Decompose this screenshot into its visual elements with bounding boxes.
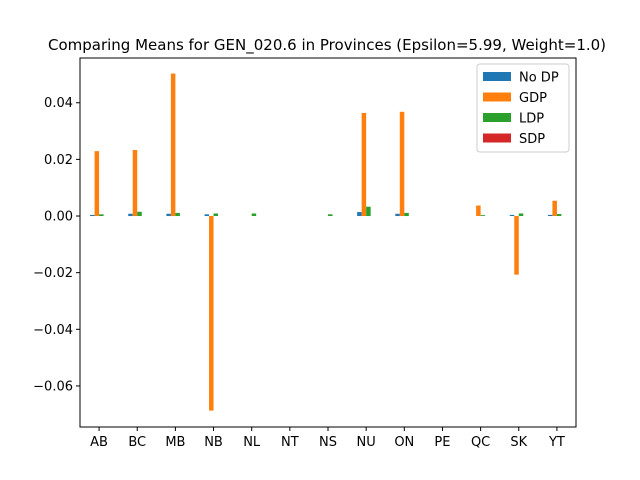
- x-tick-label: ON: [394, 435, 414, 450]
- x-tick-label: QC: [471, 435, 490, 450]
- legend-label: No DP: [519, 71, 559, 86]
- bar-ldp-nl: [251, 213, 257, 217]
- bar-ldp-sk: [518, 213, 524, 217]
- bar-gdp-on: [399, 111, 405, 217]
- legend-swatch-no-dp: [483, 72, 511, 81]
- bar-ldp-nu: [366, 206, 371, 217]
- bar-gdp-qc: [476, 205, 481, 217]
- x-tick-label: NL: [243, 435, 261, 450]
- bar-gdp-nu: [361, 112, 367, 217]
- bar-gdp-ab: [94, 151, 100, 217]
- bar-ldp-mb: [175, 212, 180, 217]
- y-tick-label: 0.02: [44, 153, 73, 168]
- x-tick-label: NB: [204, 435, 223, 450]
- bar-no-dp-mb: [166, 213, 171, 217]
- legend-swatch-sdp: [483, 133, 511, 143]
- bar-no-dp-yt: [547, 214, 553, 217]
- legend-swatch-ldp: [483, 113, 511, 122]
- legend-label: SDP: [519, 132, 545, 147]
- x-tick-label: SK: [510, 435, 527, 450]
- y-tick-label: −0.04: [33, 323, 73, 338]
- bar-no-dp-sk: [509, 214, 515, 217]
- bar-ldp-ab: [99, 214, 104, 217]
- x-tick-label: NT: [281, 435, 299, 450]
- bar-gdp-nb: [209, 216, 214, 411]
- bar-gdp-bc: [132, 150, 138, 217]
- y-axis: −0.06 −0.04 −0.02 0.00 0.02 0.04: [33, 96, 80, 394]
- legend-swatch-gdp: [483, 92, 511, 102]
- legend: No DP GDP LDP SDP: [476, 63, 570, 153]
- x-tick-label: PE: [434, 435, 450, 450]
- bar-no-dp-bc: [128, 213, 133, 217]
- x-tick-label: YT: [548, 435, 565, 450]
- bar-ldp-yt: [556, 214, 562, 217]
- plot-frame: [79, 57, 577, 428]
- bar-ldp-qc: [480, 215, 486, 217]
- legend-frame: [476, 63, 570, 153]
- x-tick-label: AB: [90, 435, 108, 450]
- y-tick-label: 0.04: [44, 96, 73, 111]
- bar-gdp-yt: [552, 200, 557, 217]
- x-axis: AB BC MB NB NL NT NS NU ON PE QC SK YT: [90, 427, 565, 450]
- x-tick-label: MB: [165, 435, 185, 450]
- bar-ldp-bc: [137, 211, 142, 217]
- x-tick-label: BC: [128, 435, 146, 450]
- bar-no-dp-on: [395, 213, 400, 217]
- bar-ldp-on: [404, 212, 409, 217]
- x-tick-label: NU: [357, 435, 376, 450]
- y-tick-label: −0.06: [33, 379, 73, 394]
- bar-no-dp-nu: [357, 212, 362, 217]
- bar-ldp-nb: [213, 213, 219, 217]
- chart-title: Comparing Means for GEN_020.6 in Provinc…: [48, 36, 606, 55]
- y-tick-label: −0.02: [33, 266, 73, 281]
- bar-no-dp-ab: [90, 214, 95, 217]
- bar-ldp-ns: [328, 214, 333, 217]
- legend-label: GDP: [519, 91, 547, 106]
- bars-group: [90, 73, 562, 411]
- bar-gdp-sk: [514, 216, 519, 275]
- bar-gdp-mb: [170, 73, 176, 217]
- y-tick-label: 0.00: [44, 210, 73, 225]
- bar-no-dp-nb: [204, 214, 210, 217]
- legend-label: LDP: [519, 112, 544, 127]
- x-tick-label: NS: [319, 435, 337, 450]
